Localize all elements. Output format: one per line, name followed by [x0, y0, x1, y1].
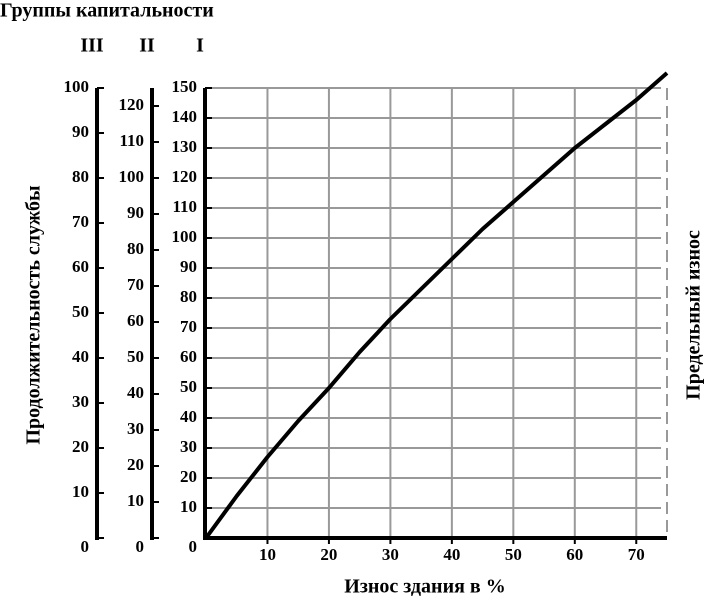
- y-tick-label: 110: [172, 197, 197, 216]
- y-tick-label: 80: [127, 239, 144, 258]
- y-tick-label: 90: [72, 122, 89, 141]
- y-tick-label: 20: [72, 437, 89, 456]
- y-tick-label: 120: [119, 95, 145, 114]
- y-tick-label: 80: [72, 167, 89, 186]
- right-label: Предельный износ: [683, 230, 705, 400]
- curve: [204, 71, 669, 540]
- x-tick-label: 60: [566, 545, 583, 564]
- y-tick-label: 40: [127, 383, 144, 402]
- y-tick-label: 100: [64, 77, 90, 96]
- y-tick-label: 140: [172, 107, 198, 126]
- x-axis-label: Износ здания в %: [344, 576, 505, 598]
- y-tick-label: 10: [72, 482, 89, 501]
- x-tick-label: 40: [443, 545, 460, 564]
- y-tick-label: 0: [189, 537, 198, 556]
- y-tick-label: 70: [127, 275, 144, 294]
- axis-group-label: I: [196, 35, 204, 57]
- y-tick-label: 0: [81, 537, 90, 556]
- x-tick-label: 20: [320, 545, 337, 564]
- chart-title: Группы капитальности: [0, 0, 214, 22]
- y-tick-label: 20: [180, 467, 197, 486]
- y-tick-label: 60: [180, 347, 197, 366]
- y-tick-label: 100: [119, 167, 145, 186]
- y-tick-label: 130: [172, 137, 198, 156]
- y-axis-label: Продолжительность службы: [23, 185, 45, 445]
- y-tick-label: 100: [172, 227, 198, 246]
- y-tick-label: 30: [127, 419, 144, 438]
- y-tick-label: 30: [72, 392, 89, 411]
- y-tick-label: 60: [127, 311, 144, 330]
- x-tick-label: 30: [382, 545, 399, 564]
- y-tick-label: 150: [172, 77, 198, 96]
- axis-group-label: III: [80, 35, 104, 57]
- x-tick-label: 50: [505, 545, 522, 564]
- y-tick-label: 40: [180, 407, 197, 426]
- y-tick-label: 0: [136, 537, 145, 556]
- y-tick-label: 80: [180, 287, 197, 306]
- y-tick-label: 90: [180, 257, 197, 276]
- y-tick-label: 10: [127, 491, 144, 510]
- y-tick-label: 110: [119, 131, 144, 150]
- y-tick-label: 30: [180, 437, 197, 456]
- y-tick-label: 70: [72, 212, 89, 231]
- y-tick-label: 50: [127, 347, 144, 366]
- y-tick-label: 70: [180, 317, 197, 336]
- y-tick-label: 20: [127, 455, 144, 474]
- y-tick-label: 40: [72, 347, 89, 366]
- y-tick-label: 10: [180, 497, 197, 516]
- y-tick-label: 50: [180, 377, 197, 396]
- y-tick-label: 120: [172, 167, 198, 186]
- x-tick-label: 70: [628, 545, 645, 564]
- y-tick-label: 60: [72, 257, 89, 276]
- axis-group-label: II: [139, 35, 155, 57]
- x-tick-label: 10: [259, 545, 276, 564]
- y-tick-label: 50: [72, 302, 89, 321]
- y-tick-label: 90: [127, 203, 144, 222]
